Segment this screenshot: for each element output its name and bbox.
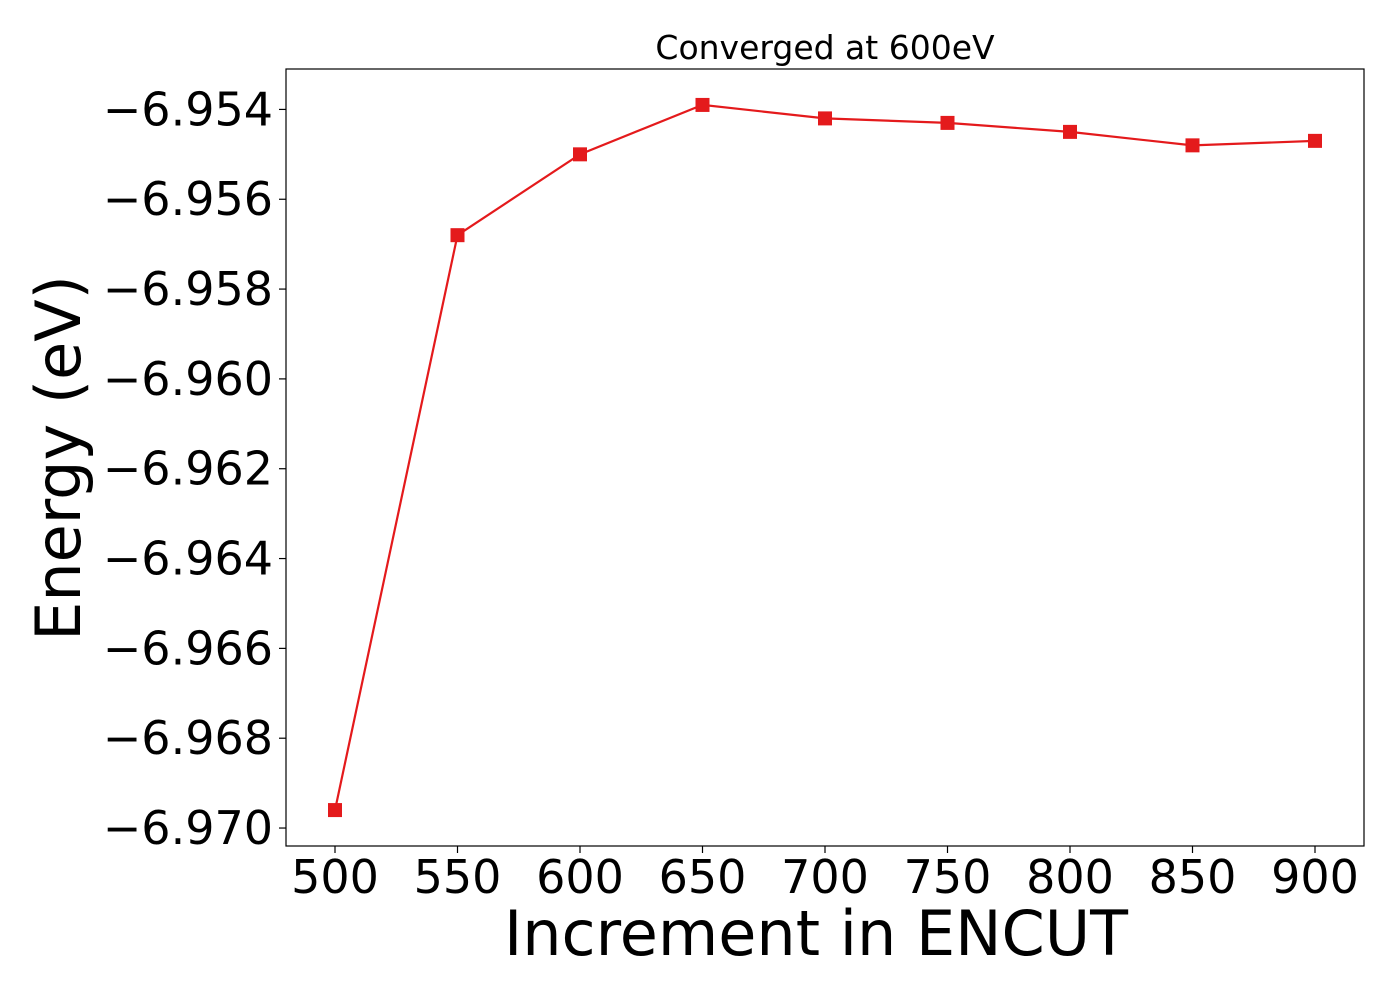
data-point-marker xyxy=(1185,138,1200,153)
y-tick-label: −6.962 xyxy=(103,442,273,496)
y-axis-ticks: −6.954 −6.956 −6.958 −6.960 −6.962 −6.964 −6.9… xyxy=(103,82,286,855)
x-tick-label: 700 xyxy=(781,850,869,904)
y-tick-label: −6.954 xyxy=(103,82,273,136)
data-point-marker xyxy=(328,803,342,818)
y-axis-label: Energy (eV) xyxy=(22,275,95,641)
x-tick-label: 650 xyxy=(659,850,747,904)
data-point-marker xyxy=(573,147,587,162)
data-point-marker xyxy=(695,97,710,112)
x-tick-label: 850 xyxy=(1149,850,1237,904)
data-point-marker xyxy=(1308,133,1322,148)
x-tick-label: 800 xyxy=(1026,850,1114,904)
data-point-marker xyxy=(818,111,832,126)
data-point-marker xyxy=(450,228,465,243)
x-tick-label: 750 xyxy=(904,850,992,904)
plot-area xyxy=(285,68,1365,847)
y-tick-label: −6.960 xyxy=(103,352,273,406)
y-tick-label: −6.968 xyxy=(103,711,273,765)
y-tick-label: −6.970 xyxy=(103,801,273,855)
x-tick-label: 500 xyxy=(291,850,379,904)
x-axis-label: Increment in ENCUT xyxy=(504,897,1129,970)
y-tick-label: −6.956 xyxy=(103,172,273,226)
chart-title: Converged at 600eV xyxy=(655,28,995,67)
data-point-marker xyxy=(1063,124,1077,139)
y-tick-label: −6.966 xyxy=(103,621,273,675)
y-tick-label: −6.964 xyxy=(103,532,273,586)
series-group xyxy=(328,97,1322,818)
x-axis-ticks: 500 550 600 650 700 750 800 850 900 xyxy=(291,846,1359,904)
y-tick-label: −6.958 xyxy=(103,262,273,316)
data-point-marker xyxy=(940,115,955,130)
x-tick-label: 900 xyxy=(1271,850,1359,904)
x-tick-label: 600 xyxy=(536,850,624,904)
x-tick-label: 550 xyxy=(414,850,502,904)
